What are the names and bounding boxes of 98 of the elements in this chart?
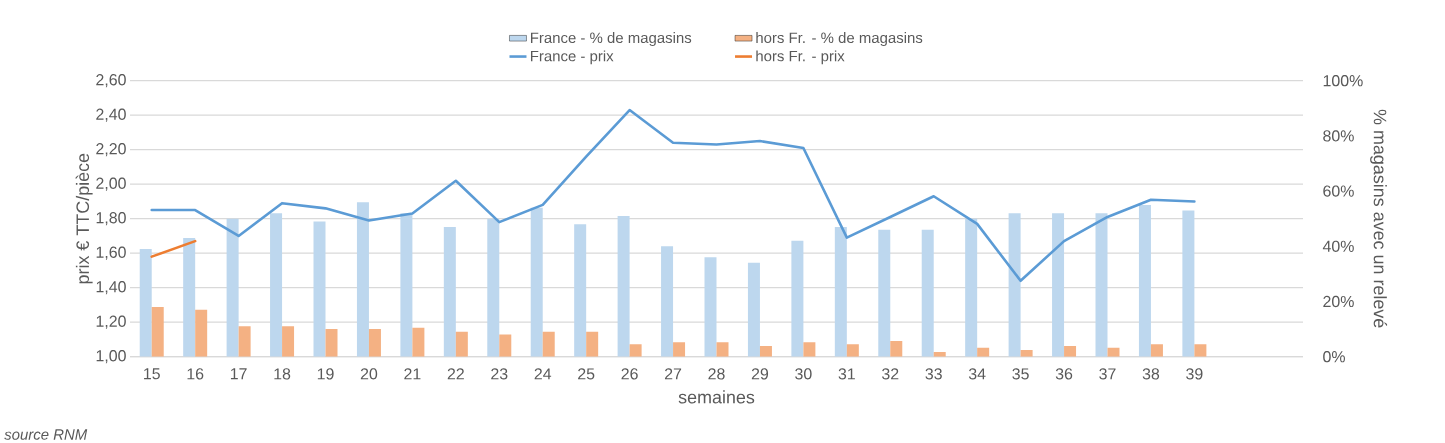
bar: [412, 327, 425, 357]
x-tick-label: 20: [360, 368, 378, 380]
x-tick-label: 17: [230, 368, 247, 380]
bar: [921, 229, 934, 357]
bar: [586, 331, 599, 357]
x-tick-label: 18: [274, 368, 291, 380]
bar: [716, 342, 729, 357]
bar: [1095, 213, 1108, 357]
x-tick-label: 32: [882, 368, 899, 380]
x-tick-label: 29: [751, 368, 769, 380]
legend-label: hors Fr. - prix: [756, 50, 845, 65]
bar: [1194, 344, 1207, 357]
bar: [1138, 204, 1151, 357]
y2-tick-label: 20%: [1323, 295, 1354, 308]
x-tick-label: 37: [1099, 368, 1116, 380]
bar: [542, 331, 555, 357]
bar: [1008, 213, 1021, 357]
x-tick-label: 26: [621, 368, 638, 380]
x-axis-title: semaines: [678, 390, 755, 404]
y-tick-label: 2,20: [96, 143, 126, 157]
y-tick-label: 1,60: [96, 246, 126, 260]
bar: [890, 340, 903, 357]
bar: [1107, 347, 1120, 357]
bar: [834, 226, 847, 357]
bar: [965, 218, 978, 357]
y2-tick-label: 80%: [1323, 130, 1354, 142]
y2-tick-label: 0%: [1323, 351, 1345, 363]
y2-tick-label: 40%: [1322, 240, 1354, 252]
x-tick-label: 22: [447, 368, 464, 380]
bar: [747, 262, 760, 357]
y-tick-label: 1,80: [96, 212, 126, 226]
legend-label: hors Fr. - % de magasins: [756, 32, 923, 46]
bar: [487, 218, 500, 357]
x-tick-label: 19: [317, 368, 334, 380]
x-tick-label: 31: [838, 368, 855, 380]
x-tick-label: 33: [925, 368, 942, 380]
bar: [1052, 213, 1065, 357]
x-tick-label: 24: [534, 368, 552, 380]
bar: [530, 207, 543, 357]
y-tick-label: 2,40: [96, 108, 126, 122]
bar: [325, 329, 338, 357]
legend-label: France - % de magasins: [531, 32, 692, 46]
bar: [617, 215, 630, 357]
bar: [878, 229, 891, 357]
bar: [977, 347, 990, 357]
bar: [282, 326, 295, 357]
x-tick-label: 28: [708, 368, 725, 380]
x-tick-label: 39: [1186, 368, 1203, 380]
y-tick-label: 1,40: [96, 281, 126, 295]
bar: [704, 257, 717, 357]
bar: [759, 345, 772, 357]
bar: [673, 342, 686, 357]
x-tick-label: 27: [664, 368, 682, 380]
bar: [226, 218, 239, 357]
bar: [574, 224, 587, 357]
x-tick-label: 36: [1055, 368, 1073, 380]
bar: [791, 240, 804, 357]
bar: [183, 238, 196, 357]
bar: [238, 326, 251, 357]
bar: [195, 309, 208, 357]
y-tick-label: 1,20: [96, 315, 126, 329]
x-tick-label: 38: [1142, 368, 1160, 380]
y-axis-title: prix € TTC/pièce: [75, 153, 93, 284]
y-tick-label: 2,60: [96, 74, 126, 88]
bar: [400, 213, 413, 357]
line-series: [150, 108, 1196, 283]
bar: [803, 342, 816, 357]
bar: [443, 226, 456, 357]
bar: [846, 344, 859, 357]
x-tick-label: 30: [795, 368, 812, 380]
bar: [455, 331, 468, 357]
bar: [1182, 210, 1195, 357]
bar: [368, 329, 381, 357]
x-tick-label: 21: [404, 368, 421, 380]
bar: [1064, 345, 1077, 357]
y-tick-label: 1,00: [96, 350, 126, 364]
bar: [1020, 350, 1033, 357]
y-tick-label: 2,00: [96, 177, 126, 191]
legend-label: France - prix: [531, 50, 614, 65]
y2-tick-label: 60%: [1323, 185, 1354, 197]
bar: [151, 307, 164, 357]
bar: [270, 213, 283, 357]
bar: [499, 334, 512, 357]
bar: [1150, 344, 1163, 357]
bar: [661, 246, 674, 357]
bar: [356, 202, 369, 357]
x-tick-label: 23: [491, 368, 508, 380]
bar: [629, 344, 642, 357]
x-tick-label: 25: [578, 368, 595, 380]
y2-axis-title: % magasins avec un relevé: [1370, 109, 1388, 328]
source-note: source RNM: [4, 429, 88, 440]
y2-tick-label: 100%: [1323, 75, 1363, 87]
bar: [139, 249, 152, 357]
x-tick-label: 16: [187, 368, 204, 380]
bar: [313, 221, 326, 357]
x-tick-label: 34: [968, 368, 986, 380]
x-tick-label: 35: [1012, 368, 1029, 380]
x-tick-label: 15: [144, 368, 160, 380]
